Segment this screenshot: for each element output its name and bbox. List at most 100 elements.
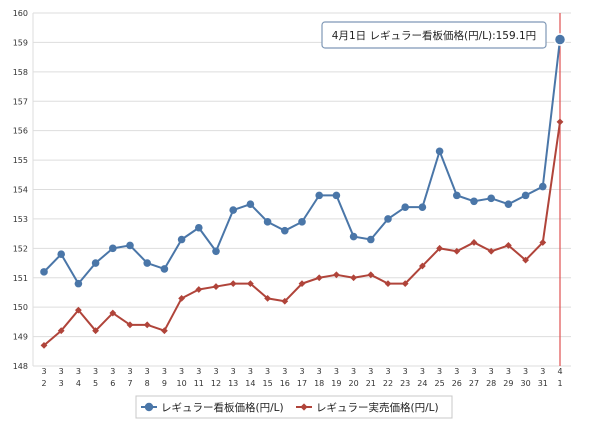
data-point-signboard[interactable]: [315, 191, 324, 200]
x-tick-day: 1: [557, 379, 562, 388]
data-point-signboard[interactable]: [539, 182, 547, 191]
data-point-signboard[interactable]: [349, 232, 358, 241]
data-point-actual[interactable]: [75, 306, 82, 314]
data-point-signboard[interactable]: [384, 215, 392, 223]
x-tick-month: 3: [41, 367, 46, 376]
data-point-signboard[interactable]: [435, 147, 444, 156]
legend-label-red[interactable]: レギュラー実売価格(円/L): [316, 401, 439, 414]
data-point-actual[interactable]: [298, 280, 306, 288]
x-tick-day: 18: [314, 379, 324, 388]
data-point-actual[interactable]: [470, 239, 478, 246]
data-point-signboard[interactable]: [367, 235, 375, 244]
data-point-actual[interactable]: [229, 280, 237, 288]
x-tick-day: 13: [228, 379, 238, 388]
x-tick-day: 8: [145, 379, 150, 388]
tooltip: 4月1日 レギュラー看板価格(円/L):159.1円: [321, 21, 547, 49]
data-point-actual[interactable]: [384, 280, 392, 288]
data-point-actual[interactable]: [505, 241, 512, 249]
data-point-actual[interactable]: [333, 271, 340, 279]
data-point-signboard[interactable]: [332, 191, 341, 200]
data-point-actual[interactable]: [487, 247, 495, 255]
data-point-actual[interactable]: [281, 297, 289, 305]
legend-label-blue[interactable]: レギュラー看板価格(円/L): [161, 401, 284, 414]
x-tick-day: 21: [366, 379, 376, 388]
data-point-actual[interactable]: [212, 283, 220, 290]
legend-marker-blue[interactable]: [144, 402, 154, 412]
x-tick-month: 3: [420, 367, 425, 376]
x-tick-day: 27: [469, 379, 479, 388]
x-tick-month: 3: [454, 367, 459, 376]
data-point-signboard[interactable]: [74, 279, 83, 288]
legend-marker-red[interactable]: [300, 403, 308, 411]
data-point-actual[interactable]: [109, 309, 117, 317]
data-point-signboard[interactable]: [263, 218, 272, 226]
x-tick-month: 3: [231, 367, 236, 376]
data-point-actual[interactable]: [401, 280, 409, 288]
data-point-actual[interactable]: [143, 321, 151, 329]
data-point-signboard[interactable]: [281, 226, 289, 235]
data-point-signboard[interactable]: [212, 247, 220, 256]
data-point-actual[interactable]: [57, 327, 65, 335]
data-point-signboard[interactable]: [487, 194, 496, 203]
data-point-actual[interactable]: [126, 321, 134, 329]
x-tick-day: 17: [297, 379, 307, 388]
x-tick-month: 3: [368, 367, 373, 376]
data-point-signboard[interactable]: [521, 191, 530, 200]
data-point-signboard[interactable]: [553, 33, 567, 46]
data-point-signboard[interactable]: [298, 218, 306, 226]
data-point-signboard[interactable]: [401, 203, 410, 211]
data-point-signboard[interactable]: [91, 259, 100, 267]
x-tick-day: 16: [280, 379, 290, 388]
data-point-actual[interactable]: [195, 286, 203, 293]
x-tick-month: 3: [385, 367, 390, 376]
data-point-signboard[interactable]: [57, 250, 65, 259]
x-tick-day: 22: [383, 379, 393, 388]
data-point-signboard[interactable]: [143, 259, 151, 267]
data-point-signboard[interactable]: [504, 200, 513, 209]
data-point-actual[interactable]: [178, 294, 185, 302]
data-point-actual[interactable]: [350, 274, 357, 282]
data-point-signboard[interactable]: [470, 197, 478, 206]
x-tick-month: 3: [76, 367, 81, 376]
x-tick-month: 3: [299, 367, 304, 376]
data-point-signboard[interactable]: [246, 200, 255, 209]
data-point-actual[interactable]: [315, 274, 323, 282]
data-point-actual[interactable]: [92, 327, 99, 335]
x-tick-day: 15: [263, 379, 273, 388]
x-axis: 3233343536373839310311312313314315316317…: [41, 367, 562, 388]
x-tick-day: 30: [521, 379, 531, 388]
x-tick-day: 25: [435, 379, 445, 388]
data-point-actual[interactable]: [40, 342, 48, 349]
x-tick-month: 3: [93, 367, 98, 376]
data-point-signboard[interactable]: [160, 265, 169, 273]
data-point-actual[interactable]: [436, 244, 443, 252]
data-point-signboard[interactable]: [40, 268, 48, 276]
data-point-actual[interactable]: [539, 239, 547, 246]
data-point-signboard[interactable]: [177, 235, 186, 244]
data-point-actual[interactable]: [247, 280, 254, 288]
data-point-actual[interactable]: [522, 256, 529, 264]
data-point-actual[interactable]: [161, 327, 168, 335]
x-tick-month: 3: [351, 367, 356, 376]
data-point-signboard[interactable]: [109, 244, 117, 253]
data-point-actual[interactable]: [556, 118, 564, 126]
x-tick-month: 3: [403, 367, 408, 376]
x-tick-day: 7: [127, 379, 132, 388]
data-point-signboard[interactable]: [453, 191, 461, 200]
data-point-signboard[interactable]: [195, 223, 203, 232]
x-tick-month: 3: [213, 367, 218, 376]
data-point-actual[interactable]: [453, 247, 461, 255]
data-point-signboard[interactable]: [418, 203, 427, 211]
x-tick-month: 3: [540, 367, 545, 376]
data-point-actual[interactable]: [419, 262, 426, 270]
x-tick-day: 14: [245, 379, 255, 388]
x-tick-month: 4: [557, 367, 562, 376]
x-tick-month: 3: [437, 367, 442, 376]
x-tick-month: 3: [471, 367, 476, 376]
data-point-actual[interactable]: [264, 294, 271, 302]
data-point-signboard[interactable]: [126, 241, 134, 250]
x-tick-month: 3: [145, 367, 150, 376]
data-point-signboard[interactable]: [229, 206, 237, 214]
y-tick-label: 151: [13, 274, 28, 283]
data-point-actual[interactable]: [367, 271, 375, 279]
